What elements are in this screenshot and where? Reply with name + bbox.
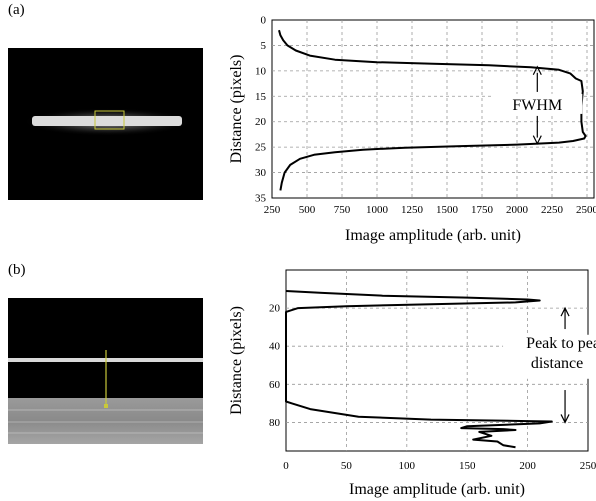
chart-a: 250 500 750 1000 1250 1500 1750 2000 2250 2500 0 5 1… <box>228 15 596 245</box>
x-axis-label: Image amplitude (arb. unit) <box>345 227 521 244</box>
plot-frame <box>271 19 595 199</box>
y-axis-label: Distance (pixels) <box>228 55 245 164</box>
peak-arrowhead-down <box>560 414 570 424</box>
y-tick-label: 25 <box>255 142 267 154</box>
panel-label-a: (a) <box>8 2 25 18</box>
y-tick-label: 30 <box>255 167 267 179</box>
data-series-line <box>278 29 587 191</box>
y-tick-label: 20 <box>255 116 267 128</box>
x-tick-label: 150 <box>459 460 476 472</box>
y-tick-label: 15 <box>255 91 267 103</box>
x-tick-label: 1750 <box>471 204 494 216</box>
x-tick-label: 250 <box>580 460 596 472</box>
peak-to-peak-label: Peak to peakdistance <box>526 335 596 372</box>
x-tick-label: 200 <box>519 460 536 472</box>
x-tick-label: 1250 <box>401 204 424 216</box>
y-tick-label: 40 <box>269 341 281 353</box>
y-tick-label: 0 <box>261 15 267 27</box>
x-axis-label: Image amplitude (arb. unit) <box>349 481 525 498</box>
x-tick-label: 100 <box>399 460 416 472</box>
y-tick-label: 10 <box>255 65 267 77</box>
y-tick-label: 20 <box>269 303 281 315</box>
data-series-line <box>285 290 553 449</box>
peak-label-bg <box>503 334 596 379</box>
peak-arrowhead-up <box>560 306 570 317</box>
fwhm-label: FWHM <box>512 97 562 114</box>
fwhm-label-bg <box>492 93 583 114</box>
x-tick-label: 1500 <box>436 204 459 216</box>
x-tick-label: 250 <box>264 204 281 216</box>
y-tick-label: 35 <box>255 193 267 205</box>
interface-image-b <box>8 298 203 444</box>
y-tick-label: 5 <box>261 40 267 52</box>
x-tick-label: 0 <box>283 460 289 472</box>
x-tick-label: 750 <box>334 204 351 216</box>
x-tick-label: 500 <box>299 204 316 216</box>
chart-b: 0 50 100 150 200 250 20 40 60 80 Image amplitude (… <box>228 269 596 498</box>
x-tick-label: 2500 <box>576 204 596 216</box>
x-tick-label: 2000 <box>506 204 529 216</box>
x-tick-label: 50 <box>341 460 353 472</box>
fwhm-arrowhead-up <box>532 65 542 76</box>
x-tick-label: 1000 <box>366 204 389 216</box>
fwhm-arrowhead-down <box>532 135 542 145</box>
y-axis-label: Distance (pixels) <box>228 306 245 415</box>
panel-label-b: (b) <box>8 262 26 278</box>
y-tick-label: 60 <box>269 379 281 391</box>
x-tick-label: 2250 <box>541 204 564 216</box>
y-tick-label: 80 <box>269 417 281 429</box>
beam-image-a <box>8 48 203 200</box>
